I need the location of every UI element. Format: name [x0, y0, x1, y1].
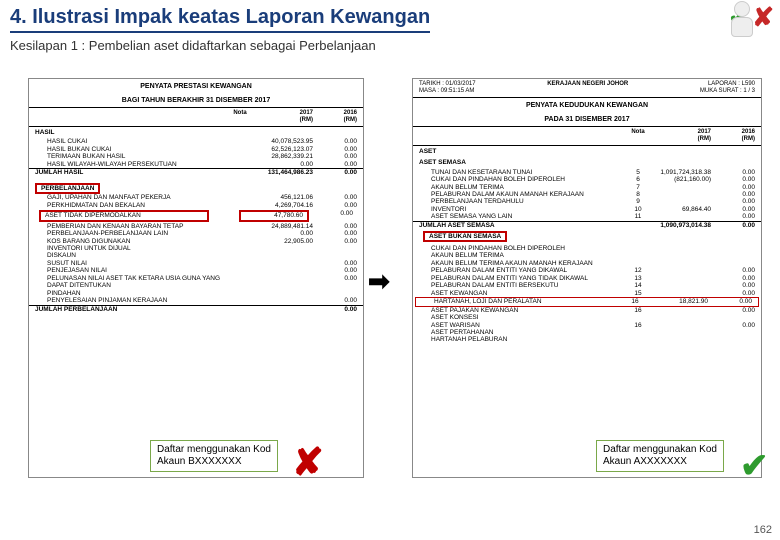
- hlp-row: HARTANAH, LOJI DAN PERALATAN: [422, 298, 620, 305]
- arrow-icon: ➡: [368, 266, 390, 297]
- aset-tidak-row: ASET TIDAK DIPERMODALKAN: [39, 210, 209, 221]
- hasil-heading: HASIL: [29, 127, 363, 138]
- report-left: PENYATA PRESTASI KEWANGAN BAGI TAHUN BER…: [28, 78, 364, 478]
- left-header2: BAGI TAHUN BERAKHIR 31 DISEMBER 2017: [29, 93, 363, 108]
- page-title: 4. Ilustrasi Impak keatas Laporan Kewang…: [10, 6, 430, 33]
- left-header1: PENYATA PRESTASI KEWANGAN: [29, 79, 363, 93]
- col-nota: Nota: [225, 110, 255, 124]
- tick-icon: ✔: [740, 446, 769, 486]
- figure-icon: [728, 1, 756, 35]
- x-mark-icon: ✘: [292, 440, 324, 485]
- aset-bukan-semasa-heading: ASET BUKAN SEMASA: [423, 231, 507, 242]
- callout-left: Daftar menggunakan KodAkaun BXXXXXXX: [150, 440, 278, 472]
- corner-icons: ✔ ✘: [728, 2, 774, 33]
- report-right: TARIKH : 01/03/2017MASA : 09:51:15 AM KE…: [412, 78, 762, 478]
- perbelanjaan-heading: PERBELANJAAN: [35, 183, 100, 194]
- subtitle: Kesilapan 1 : Pembelian aset didaftarkan…: [10, 38, 376, 53]
- callout-right: Daftar menggunakan KodAkaun AXXXXXXX: [596, 440, 724, 472]
- page-number: 162: [754, 524, 772, 536]
